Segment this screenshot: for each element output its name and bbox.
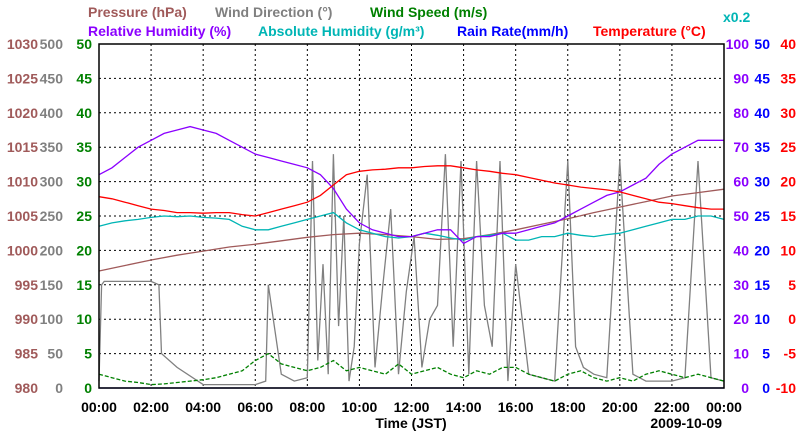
- y-tick-temperature: -10: [776, 380, 796, 396]
- y-tick-absolute-humidity: 20: [754, 242, 770, 258]
- y-tick-absolute-humidity: 0: [762, 380, 770, 396]
- y-tick-wind-speed: 20: [76, 242, 92, 258]
- y-tick-wind-speed: 35: [76, 139, 92, 155]
- y-tick-wind-direction: 150: [40, 277, 64, 293]
- x-tick-label: 02:00: [133, 399, 169, 415]
- y-tick-absolute-humidity: 45: [754, 70, 770, 86]
- x-tick-label: 22:00: [654, 399, 690, 415]
- series-wind-dir: [98, 154, 725, 386]
- y-tick-pressure: 985: [15, 346, 39, 362]
- y-tick-pressure: 1015: [7, 139, 38, 155]
- x-tick-label: 18:00: [550, 399, 586, 415]
- y-tick-absolute-humidity: 10: [754, 311, 770, 327]
- x-axis-ticks: 00:00 02:00 04:00 06:00 08:00 10:00 12:00 14:00…: [81, 399, 742, 415]
- y-tick-relative-humidity: 50: [733, 208, 749, 224]
- y-tick-wind-direction: 450: [40, 70, 64, 86]
- plot-frame: [98, 43, 725, 389]
- y-tick-relative-humidity: 20: [733, 311, 749, 327]
- y-tick-relative-humidity: 70: [733, 139, 749, 155]
- abs-humidity-scale-note: x0.2: [723, 9, 750, 25]
- y-tick-wind-direction: 200: [40, 242, 64, 258]
- y-tick-absolute-humidity: 15: [754, 277, 770, 293]
- x-tick-label: 04:00: [185, 399, 221, 415]
- x-tick-label: 14:00: [446, 399, 482, 415]
- y-tick-temperature: 40: [780, 36, 796, 52]
- y-tick-wind-direction: 50: [47, 346, 63, 362]
- y-tick-temperature: 5: [788, 277, 796, 293]
- x-tick-label: 10:00: [342, 399, 378, 415]
- y-tick-temperature: 10: [780, 242, 796, 258]
- y-tick-wind-direction: 300: [40, 174, 64, 190]
- y-tick-pressure: 1005: [7, 208, 38, 224]
- y-tick-relative-humidity: 0: [741, 380, 749, 396]
- x-tick-label: 08:00: [289, 399, 325, 415]
- y-tick-pressure: 1030: [7, 36, 38, 52]
- y-tick-pressure: 1010: [7, 174, 38, 190]
- series-wind-speed: [98, 352, 725, 386]
- y-tick-wind-direction: 100: [40, 311, 64, 327]
- y-tick-relative-humidity: 40: [733, 242, 749, 258]
- y-tick-wind-speed: 45: [76, 70, 92, 86]
- y-tick-temperature: 20: [780, 174, 796, 190]
- y-tick-temperature: 25: [780, 139, 796, 155]
- y-axis-ticks: 1030102510201015101010051000995990985980…: [7, 36, 796, 396]
- legend-wind-speed: Wind Speed (m/s): [370, 4, 487, 20]
- y-tick-relative-humidity: 80: [733, 105, 749, 121]
- legend-temperature: Temperature (°C): [593, 23, 706, 39]
- x-tick-label: 20:00: [602, 399, 638, 415]
- y-tick-wind-direction: 0: [55, 380, 63, 396]
- x-tick-label: 00:00: [706, 399, 742, 415]
- y-tick-absolute-humidity: 5: [762, 346, 770, 362]
- y-tick-temperature: -5: [784, 346, 797, 362]
- y-tick-wind-speed: 30: [76, 174, 92, 190]
- y-tick-wind-speed: 50: [76, 36, 92, 52]
- y-tick-absolute-humidity: 25: [754, 208, 770, 224]
- y-tick-wind-speed: 40: [76, 105, 92, 121]
- legend-wind-direction: Wind Direction (°): [215, 4, 332, 20]
- legend-absolute-humidity: Absolute Humidity (g/m³): [258, 23, 424, 39]
- legend-relative-humidity: Relative Humidity (%): [88, 23, 231, 39]
- y-tick-relative-humidity: 60: [733, 174, 749, 190]
- x-tick-label: 12:00: [394, 399, 430, 415]
- y-tick-wind-direction: 500: [40, 36, 64, 52]
- y-tick-absolute-humidity: 30: [754, 174, 770, 190]
- y-tick-pressure: 990: [15, 311, 39, 327]
- x-tick-label: 06:00: [237, 399, 273, 415]
- y-tick-pressure: 1000: [7, 242, 38, 258]
- x-axis-label: Time (JST): [375, 415, 446, 431]
- x-tick-label: 00:00: [81, 399, 117, 415]
- legend-rain-rate: Rain Rate(mm/h): [457, 23, 568, 39]
- y-tick-wind-speed: 0: [84, 380, 92, 396]
- y-tick-wind-speed: 25: [76, 208, 92, 224]
- chart-date: 2009-10-09: [650, 415, 722, 431]
- series-temp: [98, 165, 724, 217]
- y-tick-absolute-humidity: 35: [754, 139, 770, 155]
- y-tick-pressure: 1025: [7, 70, 38, 86]
- y-tick-relative-humidity: 30: [733, 277, 749, 293]
- y-tick-relative-humidity: 90: [733, 70, 749, 86]
- y-tick-temperature: 30: [780, 105, 796, 121]
- y-tick-wind-speed: 15: [76, 277, 92, 293]
- y-tick-temperature: 15: [780, 208, 796, 224]
- y-tick-absolute-humidity: 50: [754, 36, 770, 52]
- y-tick-pressure: 980: [15, 380, 39, 396]
- y-tick-wind-direction: 250: [40, 208, 64, 224]
- y-tick-wind-speed: 10: [76, 311, 92, 327]
- y-tick-wind-direction: 350: [40, 139, 64, 155]
- y-tick-temperature: 0: [788, 311, 796, 327]
- y-tick-wind-speed: 5: [84, 346, 92, 362]
- y-tick-absolute-humidity: 40: [754, 105, 770, 121]
- y-tick-relative-humidity: 10: [733, 346, 749, 362]
- y-tick-pressure: 995: [15, 277, 39, 293]
- y-tick-temperature: 35: [780, 70, 796, 86]
- y-tick-wind-direction: 400: [40, 105, 64, 121]
- x-tick-label: 16:00: [498, 399, 534, 415]
- legend-pressure: Pressure (hPa): [88, 4, 187, 20]
- y-tick-relative-humidity: 100: [726, 36, 750, 52]
- y-tick-pressure: 1020: [7, 105, 38, 121]
